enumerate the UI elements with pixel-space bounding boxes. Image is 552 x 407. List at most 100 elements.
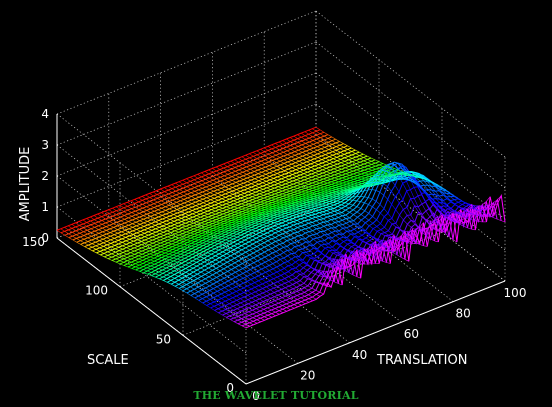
surface-translation-segment xyxy=(80,244,85,247)
surface-translation-segment xyxy=(158,268,163,271)
surface-translation-segment xyxy=(206,193,211,197)
surface-translation-segment xyxy=(200,222,205,225)
surface-translation-segment xyxy=(117,236,123,240)
surface-translation-segment xyxy=(224,223,229,225)
surface-translation-segment xyxy=(246,266,251,270)
surface-translation-segment xyxy=(154,267,159,269)
surface-translation-segment xyxy=(193,280,198,284)
surface-translation-segment xyxy=(330,215,335,220)
surface-translation-segment xyxy=(180,256,185,259)
surface-translation-segment xyxy=(277,216,282,218)
surface-translation-segment xyxy=(87,233,92,237)
surface-translation-segment xyxy=(238,212,243,215)
surface-translation-segment xyxy=(367,159,372,162)
surface-translation-segment xyxy=(324,150,330,154)
surface-translation-segment xyxy=(288,175,293,179)
surface-translation-segment xyxy=(266,218,271,220)
surface-translation-segment xyxy=(431,193,437,199)
surface-translation-segment xyxy=(391,218,397,224)
surface-translation-segment xyxy=(408,177,413,180)
surface-translation-segment xyxy=(320,192,325,194)
surface-translation-segment xyxy=(267,245,273,249)
surface-translation-segment xyxy=(131,268,136,271)
surface-translation-segment xyxy=(293,189,298,192)
surface-translation-segment xyxy=(195,208,201,212)
surface-translation-segment xyxy=(368,197,373,200)
surface-translation-segment xyxy=(142,211,148,215)
surface-translation-segment xyxy=(270,289,275,293)
surface-translation-segment xyxy=(160,192,165,196)
surface-translation-segment xyxy=(234,257,239,262)
surface-translation-segment xyxy=(191,196,196,199)
surface-translation-segment xyxy=(371,170,377,172)
surface-translation-segment xyxy=(210,199,215,202)
surface-translation-segment xyxy=(304,131,309,135)
surface-translation-segment xyxy=(301,229,306,234)
surface-translation-segment xyxy=(204,265,209,269)
surface-translation-segment xyxy=(273,181,279,184)
surface-translation-segment xyxy=(380,212,385,217)
surface-translation-segment xyxy=(330,208,335,212)
surface-translation-segment xyxy=(238,217,243,219)
surface-translation-segment xyxy=(341,212,346,216)
surface-translation-segment xyxy=(255,230,260,233)
surface-translation-segment xyxy=(375,190,380,193)
surface-translation-segment xyxy=(340,256,345,258)
surface-translation-segment xyxy=(259,306,264,310)
surface-translation-segment xyxy=(329,201,334,203)
surface-translation-segment xyxy=(134,257,139,260)
surface-translation-segment xyxy=(359,262,364,265)
surface-translation-segment xyxy=(220,275,225,279)
surface-translation-segment xyxy=(144,236,149,239)
surface-translation-segment xyxy=(248,234,253,237)
surface-translation-segment xyxy=(158,275,164,278)
surface-translation-segment xyxy=(271,195,276,197)
surface-translation-segment xyxy=(306,252,311,256)
surface-translation-segment xyxy=(161,254,166,257)
translation-tick-label: 40 xyxy=(352,348,367,362)
surface-translation-segment xyxy=(291,156,296,160)
surface-translation-segment xyxy=(314,205,319,208)
surface-translation-segment xyxy=(329,258,334,263)
surface-translation-segment xyxy=(273,213,278,215)
surface-translation-segment xyxy=(248,303,253,307)
surface-translation-segment xyxy=(227,280,233,285)
surface-translation-segment xyxy=(275,203,280,205)
surface-translation-segment xyxy=(283,257,288,262)
surface-translation-segment xyxy=(262,175,267,179)
surface-translation-segment xyxy=(217,291,222,295)
surface-translation-segment xyxy=(265,216,270,218)
surface-translation-segment xyxy=(291,258,296,263)
surface-translation-segment xyxy=(176,247,181,249)
surface-translation-segment xyxy=(249,212,254,214)
surface-translation-segment xyxy=(312,230,317,235)
surface-translation-segment xyxy=(426,226,431,229)
surface-translation-segment xyxy=(178,276,183,279)
surface-translation-segment xyxy=(354,233,359,238)
surface-translation-segment xyxy=(465,202,470,206)
right-wall-grid-line xyxy=(315,103,506,251)
surface-translation-segment xyxy=(145,246,150,249)
surface-translation-segment xyxy=(175,194,181,198)
surface-translation-segment xyxy=(170,280,176,283)
surface-translation-segment xyxy=(322,169,327,172)
surface-translation-segment xyxy=(374,257,379,260)
surface-translation-segment xyxy=(183,199,189,202)
surface-translation-segment xyxy=(160,239,165,242)
surface-translation-segment xyxy=(392,178,397,180)
surface-translation-segment xyxy=(243,282,248,287)
surface-translation-segment xyxy=(298,157,304,160)
surface-translation-segment xyxy=(302,198,307,200)
surface-translation-segment xyxy=(414,176,419,178)
surface-translation-segment xyxy=(304,217,309,221)
surface-translation-segment xyxy=(245,243,250,247)
surface-translation-segment xyxy=(297,185,302,188)
surface-translation-segment xyxy=(285,287,290,291)
surface-translation-segment xyxy=(80,240,85,244)
surface-translation-segment xyxy=(259,190,264,193)
surface-translation-segment xyxy=(153,249,158,251)
surface-translation-segment xyxy=(200,267,205,271)
surface-translation-segment xyxy=(280,264,285,269)
surface-translation-segment xyxy=(191,245,196,247)
surface-translation-segment xyxy=(373,246,379,250)
